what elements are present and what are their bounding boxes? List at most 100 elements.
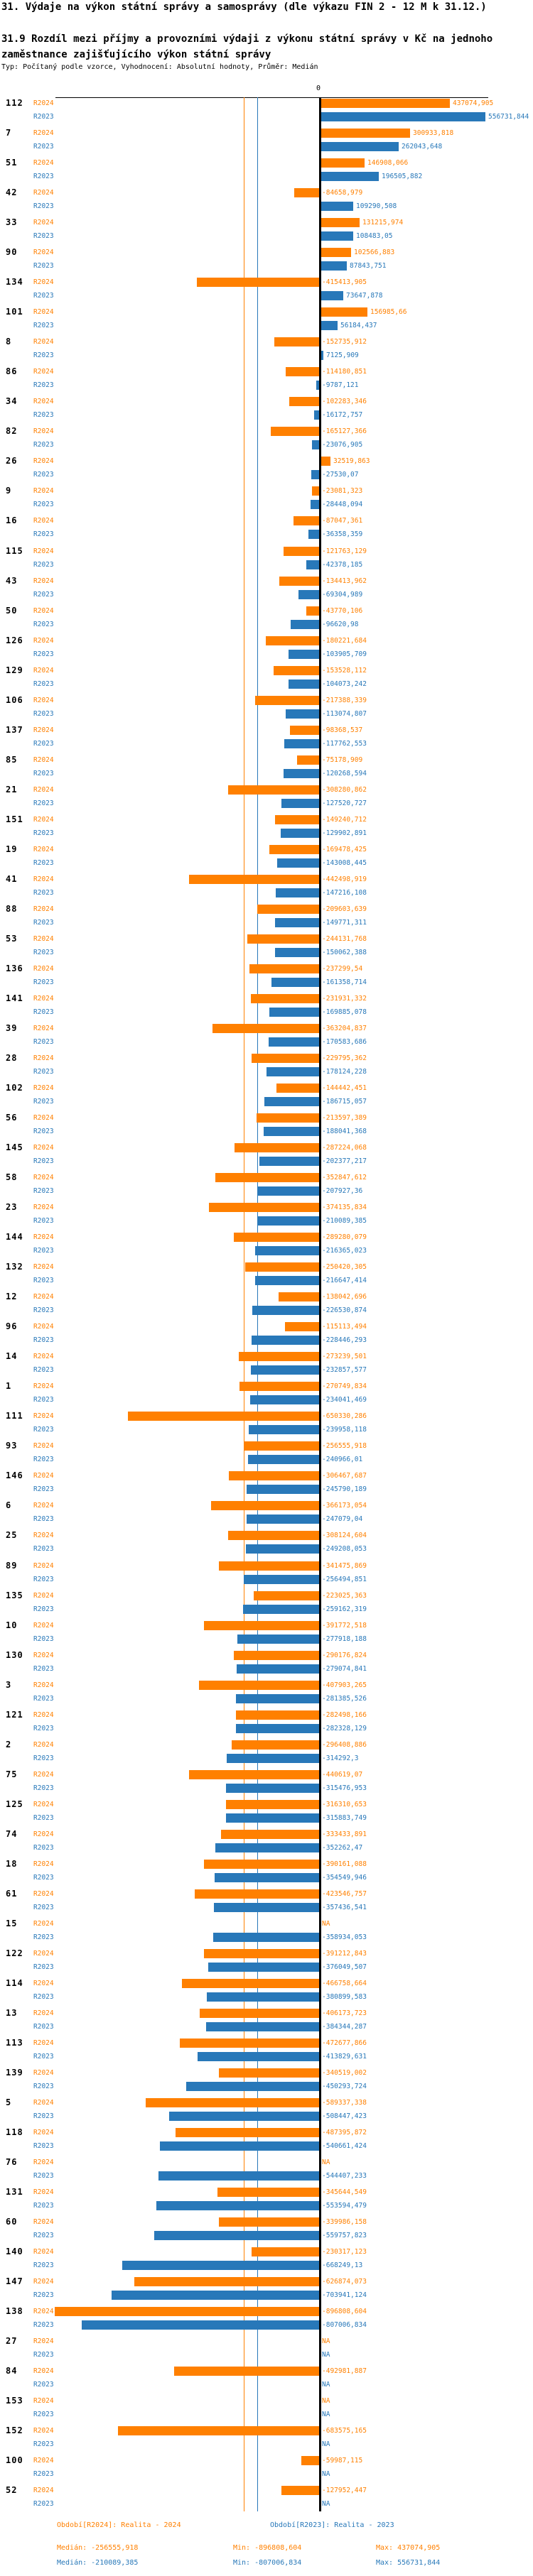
series-label-r2023: R2023 <box>33 1873 54 1882</box>
row-id-label: 121 <box>6 1709 23 1720</box>
row-id-label: 52 <box>6 2485 18 2496</box>
value-label-r2023: -354549,946 <box>322 1873 367 1882</box>
value-label-r2023: -150062,388 <box>322 948 367 956</box>
value-label-r2024: -230317,123 <box>322 2248 367 2256</box>
bar-r2023 <box>112 2291 319 2301</box>
value-label-r2024: -213597,389 <box>322 1114 367 1122</box>
series-label-r2024: R2024 <box>33 577 54 585</box>
series-label-r2023: R2023 <box>33 739 54 748</box>
bar-r2023 <box>311 470 319 480</box>
chart-row: 131 R2024 -345644,549 R2023 -553594,479 <box>0 2186 533 2216</box>
bar-r2023 <box>215 1872 319 1882</box>
value-label-r2023: -315476,953 <box>322 1784 367 1792</box>
chart-row: 42 R2024 -84658,979 R2023 109290,508 <box>0 187 533 217</box>
value-label-r2023: -357436,541 <box>322 1903 367 1911</box>
bar-r2023 <box>255 1246 319 1256</box>
bar-r2023 <box>284 738 319 748</box>
value-label-r2023: -508447,423 <box>322 2112 367 2120</box>
chart-subtitle: 31.9 Rozdíl mezi příjmy a provozními výd… <box>1 33 493 60</box>
row-id-label: 23 <box>6 1202 18 1213</box>
value-label-r2024: -896808,604 <box>322 2308 367 2316</box>
series-label-r2023: R2023 <box>33 2321 54 2330</box>
value-label-r2023: -216647,414 <box>322 1277 367 1285</box>
series-label-r2023: R2023 <box>33 2411 54 2419</box>
series-label-r2023: R2023 <box>33 1933 54 1941</box>
bar-r2023 <box>314 410 319 420</box>
value-label-r2024: -296408,886 <box>322 1740 367 1749</box>
value-label-r2024: -440619,07 <box>322 1770 363 1779</box>
series-label-r2023: R2023 <box>33 1664 54 1673</box>
series-label-r2024: R2024 <box>33 1054 54 1062</box>
chart-row: 34 R2024 -102283,346 R2023 -16172,757 <box>0 395 533 425</box>
series-label-r2024: R2024 <box>33 517 54 525</box>
value-label-r2024: -23081,323 <box>322 487 363 496</box>
value-label-r2024: -626874,073 <box>322 2278 367 2286</box>
series-label-r2024: R2024 <box>33 1979 54 1987</box>
value-label-r2024: -256555,918 <box>322 1442 367 1451</box>
bar-r2024 <box>281 2486 319 2496</box>
series-label-r2024: R2024 <box>33 1442 54 1451</box>
series-label-r2023: R2023 <box>33 620 54 628</box>
value-label-r2024: -134413,962 <box>322 577 367 585</box>
bar-r2023 <box>82 2320 319 2330</box>
row-id-label: 85 <box>6 754 18 765</box>
value-label-r2023: NA <box>322 2440 330 2449</box>
series-label-r2024: R2024 <box>33 964 54 973</box>
series-label-r2024: R2024 <box>33 1800 54 1808</box>
value-label-r2024: -487395,872 <box>322 2129 367 2136</box>
chart-row: 146 R2024 -306467,687 R2023 -245790,189 <box>0 1470 533 1500</box>
bar-r2023 <box>269 1037 319 1047</box>
value-label-r2024: -149240,712 <box>322 815 367 824</box>
series-label-r2024: R2024 <box>33 1651 54 1659</box>
row-id-label: 8 <box>6 337 12 347</box>
chart-row: 126 R2024 -180221,684 R2023 -103905,709 <box>0 635 533 665</box>
bar-r2023 <box>237 1664 319 1674</box>
series-label-r2024: R2024 <box>33 1860 54 1868</box>
value-label-r2023: -28448,094 <box>322 501 363 509</box>
series-label-r2024: R2024 <box>33 636 54 645</box>
chart-row: 136 R2024 -237299,54 R2023 -161358,714 <box>0 963 533 993</box>
chart-row: 43 R2024 -134413,962 R2023 -69304,989 <box>0 575 533 605</box>
series-label-r2024: R2024 <box>33 129 54 137</box>
bar-r2024 <box>128 1412 319 1421</box>
chart-row: 121 R2024 -282498,166 R2023 -282328,129 <box>0 1709 533 1739</box>
value-label-r2023: -69304,989 <box>322 590 363 599</box>
value-label-r2024: -340519,002 <box>322 2069 367 2077</box>
row-id-label: 16 <box>6 515 18 526</box>
row-id-label: 136 <box>6 963 23 973</box>
value-label-r2024: -98368,537 <box>322 726 363 734</box>
series-label-r2023: R2023 <box>33 2112 54 2120</box>
chart-row: 12 R2024 -138042,696 R2023 -226530,874 <box>0 1291 533 1321</box>
row-id-label: 1 <box>6 1381 12 1392</box>
row-id-label: 60 <box>6 2217 18 2227</box>
value-label-r2023: -96620,98 <box>322 620 359 628</box>
series-label-r2023: R2023 <box>33 799 54 807</box>
chart-row: 9 R2024 -23081,323 R2023 -28448,094 <box>0 485 533 515</box>
bar-r2024 <box>189 874 319 884</box>
chart-row: 58 R2024 -352847,612 R2023 -207927,36 <box>0 1172 533 1201</box>
value-label-r2023: -249208,053 <box>322 1545 367 1554</box>
value-label-r2023: 556731,844 <box>488 113 529 121</box>
row-id-label: 56 <box>6 1113 18 1123</box>
series-label-r2024: R2024 <box>33 2069 54 2077</box>
row-id-label: 126 <box>6 635 23 645</box>
series-label-r2023: R2023 <box>33 2291 54 2300</box>
bar-r2024 <box>219 2217 319 2227</box>
bar-r2023 <box>275 917 319 927</box>
row-id-label: 3 <box>6 1679 12 1690</box>
bar-r2023 <box>247 1485 319 1495</box>
bar-r2024 <box>232 1740 319 1750</box>
series-label-r2024: R2024 <box>33 2367 54 2376</box>
bar-r2023 <box>321 261 347 271</box>
chart-meta-line: Typ: Počítaný podle vzorce, Vyhodnocení:… <box>1 63 318 71</box>
value-label-r2023: -559757,823 <box>322 2232 367 2240</box>
value-label-r2024: -231931,332 <box>322 994 367 1003</box>
chart-row: 61 R2024 -423546,757 R2023 -357436,541 <box>0 1888 533 1918</box>
value-label-r2024: -153528,112 <box>322 666 367 675</box>
series-label-r2023: R2023 <box>33 769 54 777</box>
series-label-r2023: R2023 <box>33 1485 54 1494</box>
series-label-r2023: R2023 <box>33 918 54 927</box>
value-label-r2024: -442498,919 <box>322 875 367 883</box>
bar-r2024 <box>229 1471 319 1481</box>
series-label-r2024: R2024 <box>33 249 54 257</box>
